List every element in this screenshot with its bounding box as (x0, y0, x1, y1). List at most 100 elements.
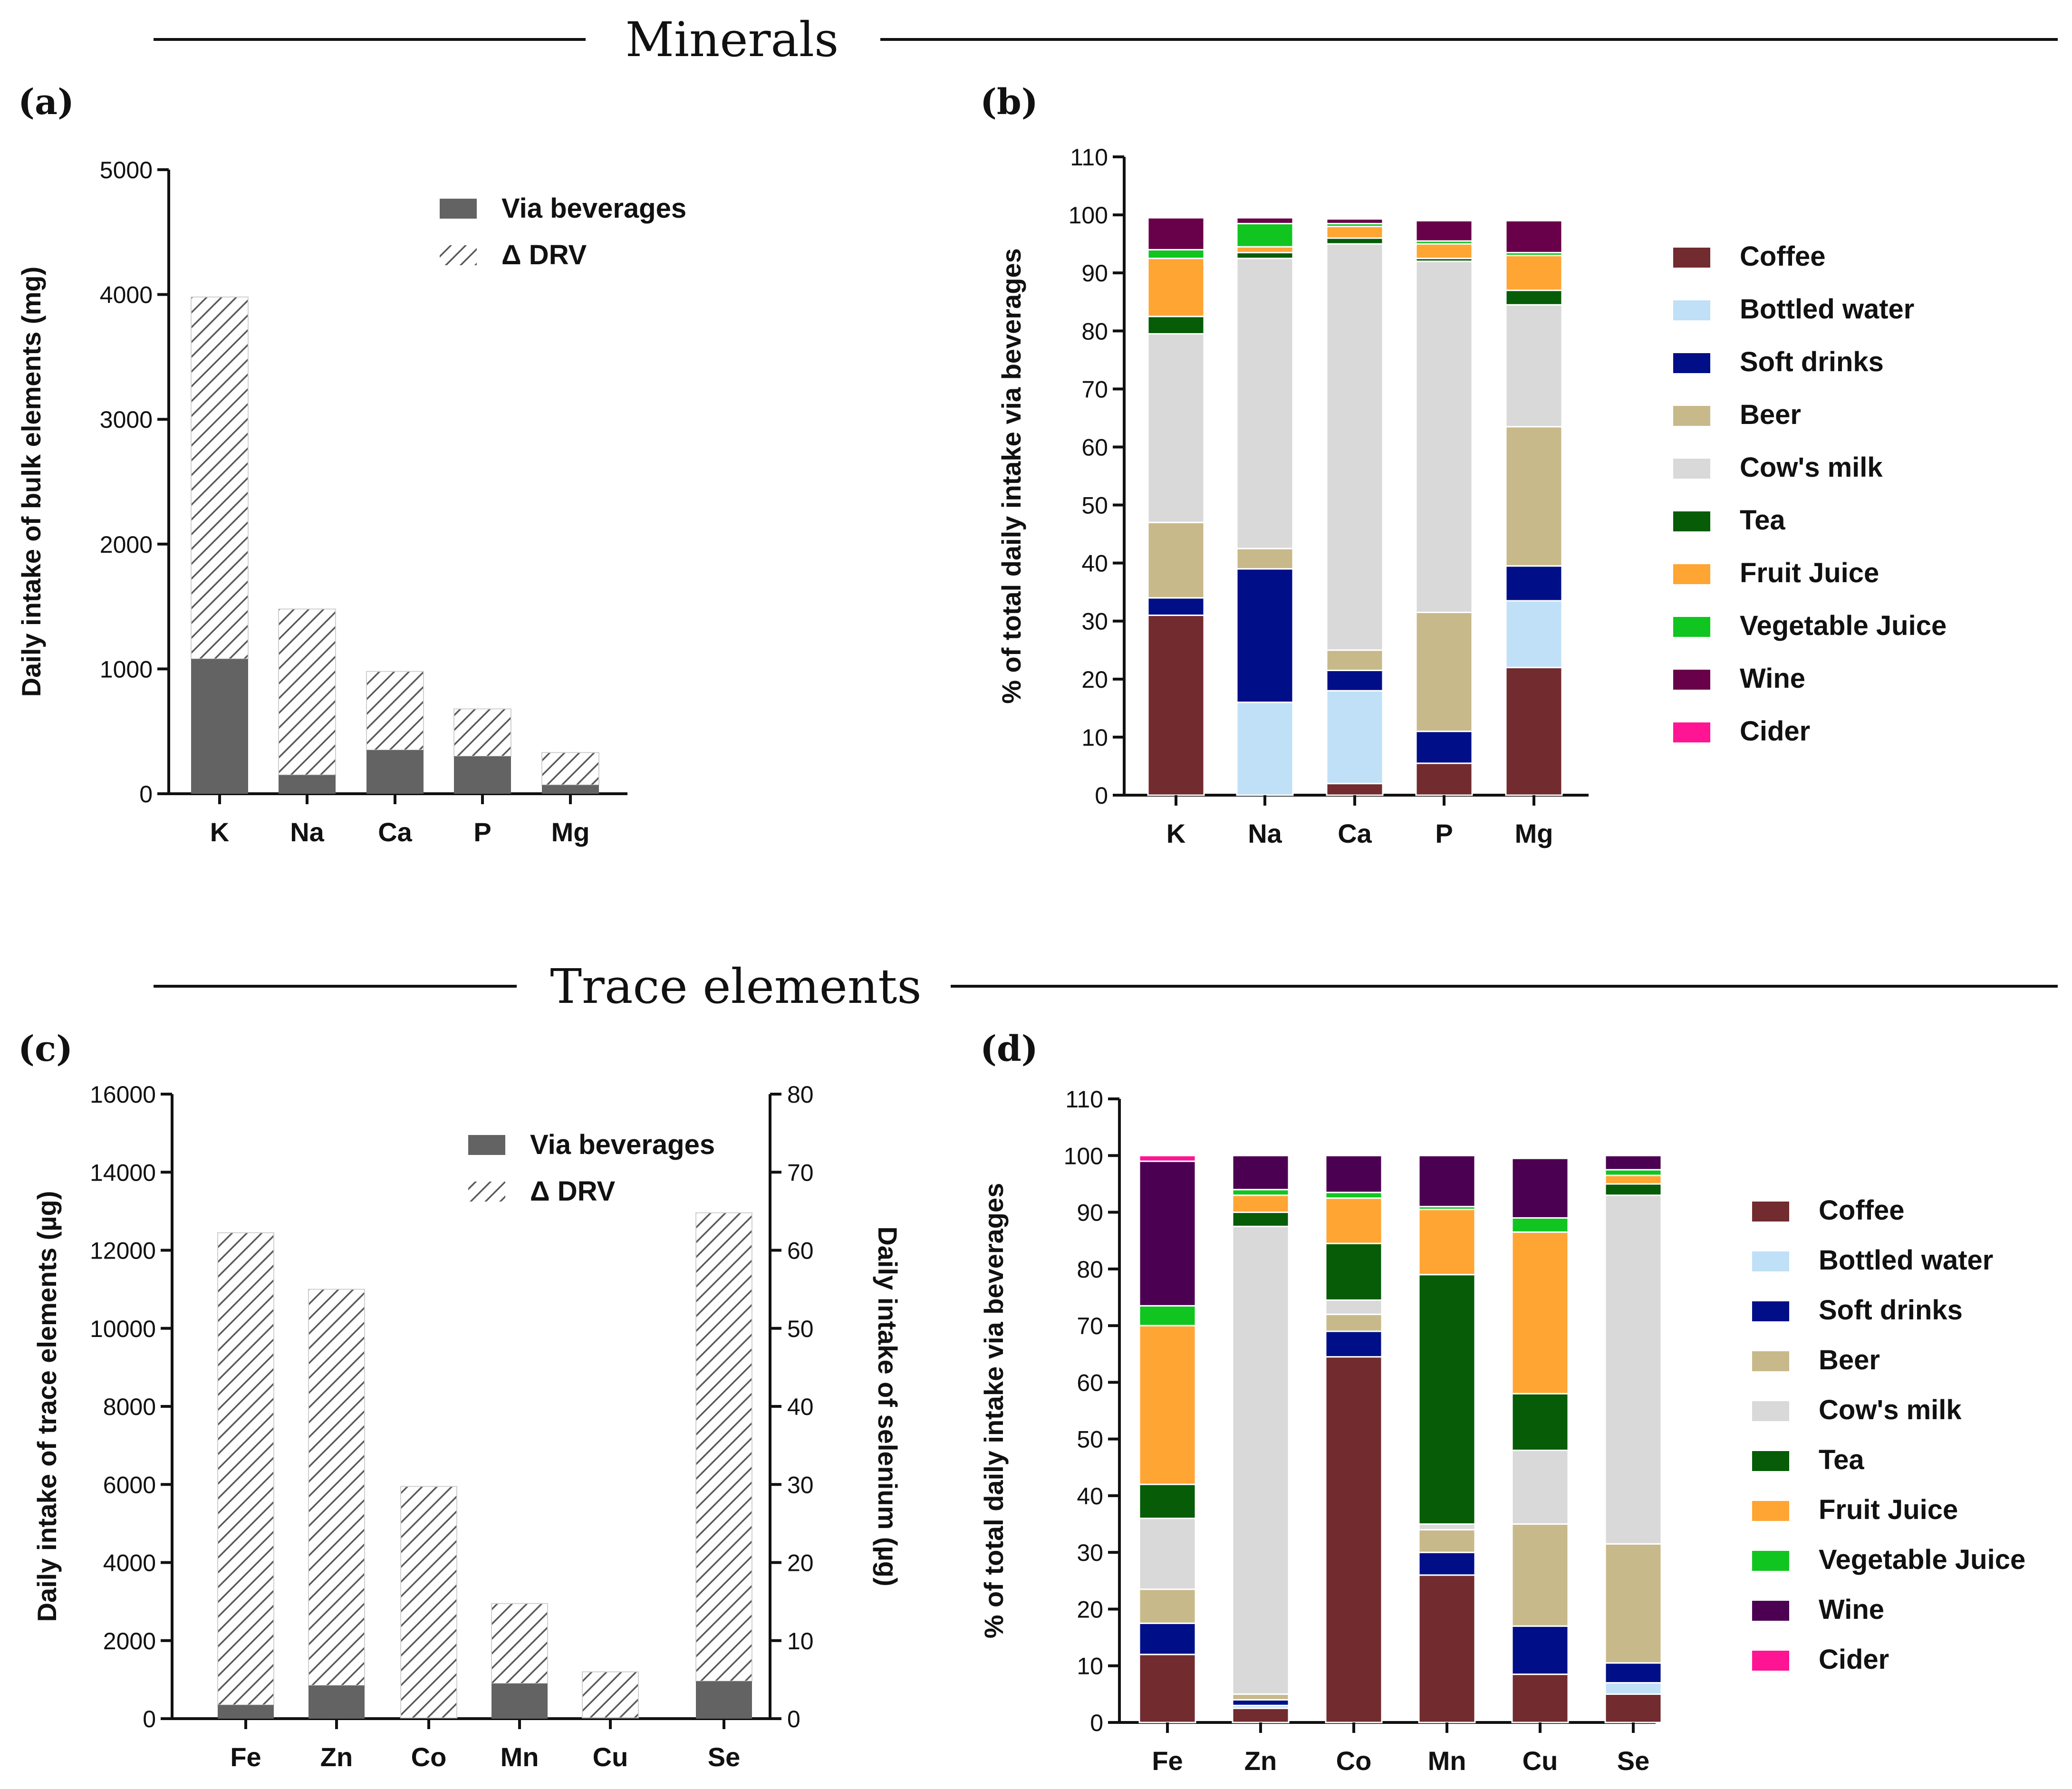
bar-segment-coffee-mn (1418, 1574, 1476, 1723)
bar-segment-wine-cu (1511, 1157, 1569, 1219)
y-tick-label: 10000 (90, 1316, 156, 1342)
x-tick-label: K (210, 817, 229, 847)
bar-segment-tea-ca (1326, 237, 1384, 245)
bar-segment-coffee-co (1325, 1356, 1383, 1723)
bar-segment-fruit-juice-cu (1511, 1231, 1569, 1395)
legend-swatch-vegetable-juice (1752, 1551, 1789, 1571)
x-tick-label: Na (290, 817, 324, 847)
legend-swatch-cow-s-milk (1752, 1401, 1789, 1421)
y-tick-label: 50 (1077, 1426, 1103, 1453)
y-tick-label: 80 (1077, 1256, 1103, 1283)
legend-label-soft-drinks: Soft drinks (1819, 1295, 1963, 1326)
legend-swatch-bottled-water (1752, 1251, 1789, 1271)
bar-segment-coffee-fe (1138, 1654, 1196, 1723)
legend-swatch-via-beverages (440, 199, 477, 219)
bar-segment-bottled-water-ca (1326, 690, 1384, 785)
bar-segment-coffee-k (1147, 615, 1205, 796)
bar-segment-soft-drinks-co (1325, 1330, 1383, 1358)
legend-swatch-fruit-juice (1752, 1501, 1789, 1521)
bar-segment-bottled-water-mg (1505, 600, 1563, 668)
legend-label-vegetable-juice: Vegetable Juice (1740, 610, 1947, 641)
bar-via-beverages-se (696, 1681, 752, 1719)
bar-segment-cow-s-milk-p (1415, 260, 1473, 613)
bar-segment-wine-p (1415, 220, 1473, 242)
x-tick-label: Mn (1428, 1746, 1466, 1776)
y-tick-label: 30 (1081, 608, 1108, 635)
bar-segment-soft-drinks-na (1236, 568, 1294, 703)
section-title-trace: Trace elements (550, 959, 921, 1014)
legend: Coffee Bottled water Soft drinks Beer Cow's … (1752, 1195, 2025, 1675)
legend-label-beer: Beer (1819, 1345, 1880, 1375)
bar-segment-cow-s-milk-mg (1505, 304, 1563, 428)
legend-label-vegetable-juice: Vegetable Juice (1819, 1544, 2025, 1575)
y-right-tick-label: 50 (787, 1316, 814, 1342)
y-tick-label: 110 (1070, 144, 1108, 171)
y-tick-label: 20 (1077, 1596, 1103, 1623)
legend-swatch-cider (1752, 1651, 1789, 1671)
bar-segment-fruit-juice-co (1325, 1197, 1383, 1244)
bar-segment-beer-ca (1326, 649, 1384, 672)
legend-label-cow-s-milk: Cow's milk (1740, 452, 1883, 483)
legend: Via beverages Δ DRV (440, 193, 686, 270)
bar-segment-fruit-juice-zn (1232, 1194, 1290, 1213)
y-tick-label: 90 (1077, 1200, 1103, 1226)
bar-via-beverages-p (454, 756, 511, 794)
bar-drv-mg (541, 752, 599, 786)
y-tick-label: 14000 (90, 1159, 156, 1186)
bar-segment-wine-fe (1138, 1160, 1196, 1307)
legend-label-cow-s-milk: Cow's milk (1819, 1395, 1962, 1425)
legend-label-via-beverages: Via beverages (501, 193, 686, 224)
y-tick-label: 6000 (103, 1472, 156, 1498)
y-axis-label: % of total daily intake via beverages (979, 1183, 1009, 1639)
chart-b: 0 10 20 30 40 50 60 70 80 90 100 110 K Na Ca P Mg % of to… (996, 144, 1947, 848)
bar-segment-tea-co (1325, 1242, 1383, 1301)
bar-segment-beer-k (1147, 521, 1205, 599)
bar-segment-beer-mn (1418, 1529, 1476, 1553)
legend-swatch-tea (1673, 511, 1710, 531)
chart-c: 0 2000 4000 6000 8000 10000 12000 14000 16000 Fe Z… (32, 1081, 903, 1772)
y-tick-label: 0 (1095, 782, 1108, 809)
legend-swatch-drv (440, 245, 477, 265)
y-right-tick-label: 0 (787, 1706, 800, 1732)
bar-segment-cow-s-milk-mn (1418, 1523, 1476, 1530)
y-tick-label: 1000 (100, 656, 153, 683)
bar-via-beverages-na (279, 775, 336, 794)
bar-segment-coffee-zn (1232, 1707, 1290, 1723)
bar-segment-wine-co (1325, 1154, 1383, 1193)
bar-segment-tea-k (1147, 316, 1205, 335)
bar-segment-tea-na (1236, 251, 1294, 260)
y-tick-label: 30 (1077, 1539, 1103, 1566)
x-tick-label: Se (1617, 1746, 1650, 1776)
legend-swatch-soft-drinks (1673, 353, 1710, 373)
panel-label-b: (b) (980, 82, 1038, 123)
y-tick-label: 12000 (90, 1238, 156, 1264)
y-tick-label: 2000 (103, 1628, 156, 1654)
y-axis-label: % of total daily intake via beverages (996, 248, 1026, 704)
bar-drv-se (695, 1212, 752, 1682)
y-tick-label: 80 (1081, 318, 1108, 345)
x-tick-label: Zn (320, 1742, 353, 1772)
bar-segment-beer-co (1325, 1313, 1383, 1332)
x-tick-label: Zn (1244, 1746, 1277, 1776)
panel-label-a: (a) (18, 82, 74, 123)
bar-segment-wine-zn (1232, 1154, 1290, 1191)
bar-segment-tea-mg (1505, 289, 1563, 306)
bar-via-beverages-mn (491, 1683, 548, 1719)
legend-swatch-cider (1673, 722, 1710, 742)
x-tick-label: Ca (378, 817, 412, 847)
x-tick-label: Se (708, 1742, 741, 1772)
bar-segment-wine-se (1604, 1154, 1662, 1171)
bar-via-beverages-mg (542, 785, 599, 794)
bar-segment-cow-s-milk-cu (1511, 1449, 1569, 1525)
y-tick-label: 0 (1090, 1710, 1103, 1736)
legend-label-coffee: Coffee (1740, 241, 1825, 272)
legend-swatch-beer (1752, 1351, 1789, 1371)
y-right-tick-label: 40 (787, 1394, 814, 1420)
y-tick-label: 16000 (90, 1081, 156, 1108)
bar-via-beverages-ca (366, 750, 424, 794)
bar-segment-coffee-cu (1511, 1674, 1569, 1723)
legend-label-coffee: Coffee (1819, 1195, 1904, 1226)
y-right-tick-label: 60 (787, 1238, 814, 1264)
bar-segment-soft-drinks-se (1604, 1662, 1662, 1684)
bar-segment-beer-fe (1138, 1588, 1196, 1624)
